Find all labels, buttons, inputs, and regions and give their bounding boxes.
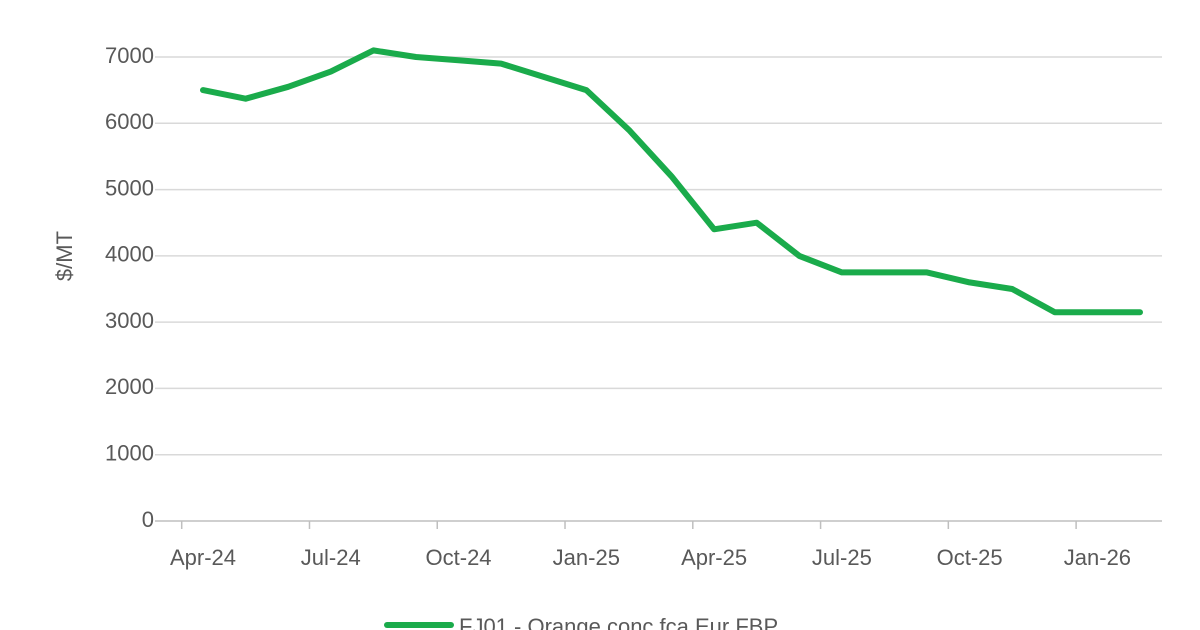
y-axis-label: $/MT	[52, 231, 77, 281]
x-tick-label: Jan-25	[553, 545, 620, 570]
x-tick-label: Jan-26	[1064, 545, 1131, 570]
x-tick-label: Apr-24	[170, 545, 236, 570]
legend-label: FJ01 - Orange conc fca Eur FBP	[459, 614, 778, 630]
y-tick-label: 7000	[105, 43, 154, 68]
y-tick-label: 1000	[105, 441, 154, 466]
x-tick-label: Oct-25	[937, 545, 1003, 570]
y-tick-label: 0	[142, 507, 154, 532]
y-tick-label: 8000	[105, 0, 154, 2]
x-tick-label: Jul-24	[301, 545, 361, 570]
y-tick-label: 4000	[105, 242, 154, 267]
y-tick-label: 5000	[105, 175, 154, 200]
y-tick-label: 2000	[105, 374, 154, 399]
x-tick-label: Oct-24	[426, 545, 492, 570]
y-tick-label: 6000	[105, 109, 154, 134]
x-tick-label: Jul-25	[812, 545, 872, 570]
data-line	[200, 47, 1143, 316]
y-tick-label: 3000	[105, 308, 154, 333]
x-tick-label: Apr-25	[681, 545, 747, 570]
